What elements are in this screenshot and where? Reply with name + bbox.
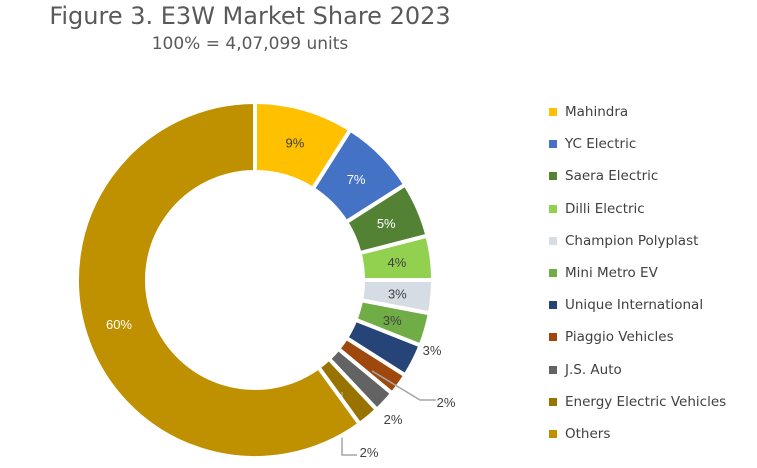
data-label: 60% xyxy=(106,317,132,332)
legend-label: Piaggio Vehicles xyxy=(565,329,674,346)
legend-label: Mahindra xyxy=(565,104,629,121)
legend-label: J.S. Auto xyxy=(565,361,622,378)
legend-label: Mini Metro EV xyxy=(565,265,658,282)
legend-item-unique-international: Unique International xyxy=(549,289,726,321)
data-label: 2% xyxy=(360,445,379,460)
chart-title: Figure 3. E3W Market Share 2023 xyxy=(49,2,451,30)
legend-item-saera-electric: Saera Electric xyxy=(549,160,726,192)
legend-swatch xyxy=(549,429,557,438)
legend-label: Champion Polyplast xyxy=(565,232,699,249)
legend-swatch xyxy=(549,140,557,149)
legend-item-others: Others xyxy=(549,418,726,450)
legend-label: Others xyxy=(565,425,611,442)
legend-swatch xyxy=(549,269,557,278)
data-label: 9% xyxy=(285,136,304,151)
data-label: 3% xyxy=(383,313,402,328)
slice-others xyxy=(75,99,363,460)
legend: Mahindra YC Electric Saera Electric Dilli E… xyxy=(549,96,726,450)
legend-swatch xyxy=(549,108,557,117)
legend-swatch xyxy=(549,365,557,374)
legend-swatch xyxy=(549,301,557,310)
legend-label: Unique International xyxy=(565,297,704,314)
legend-item-energy-electric-vehicles: Energy Electric Vehicles xyxy=(549,386,726,418)
legend-item-piaggio-vehicles: Piaggio Vehicles xyxy=(549,321,726,353)
legend-item-yc-electric: YC Electric xyxy=(549,128,726,160)
legend-label: Dilli Electric xyxy=(565,200,645,217)
legend-label: Saera Electric xyxy=(565,168,659,185)
leader-line xyxy=(371,370,436,401)
legend-label: YC Electric xyxy=(565,136,637,153)
legend-swatch xyxy=(549,397,557,406)
legend-item-mahindra: Mahindra xyxy=(549,96,726,128)
data-label: 3% xyxy=(423,343,442,358)
legend-item-j-s-auto: J.S. Auto xyxy=(549,354,726,386)
legend-item-champion-polyplast: Champion Polyplast xyxy=(549,225,726,257)
legend-swatch xyxy=(549,333,557,342)
data-label: 2% xyxy=(384,412,403,427)
legend-swatch xyxy=(549,204,557,213)
data-label: 7% xyxy=(347,172,366,187)
legend-item-mini-metro-ev: Mini Metro EV xyxy=(549,257,726,289)
legend-label: Energy Electric Vehicles xyxy=(565,393,727,410)
data-label: 5% xyxy=(377,216,396,231)
legend-item-dilli-electric: Dilli Electric xyxy=(549,193,726,225)
data-label: 3% xyxy=(388,286,407,301)
legend-swatch xyxy=(549,236,557,245)
data-label: 4% xyxy=(387,255,406,270)
data-label: 2% xyxy=(437,395,456,410)
legend-swatch xyxy=(549,172,557,181)
chart-subtitle: 100% = 4,07,099 units xyxy=(151,34,349,54)
